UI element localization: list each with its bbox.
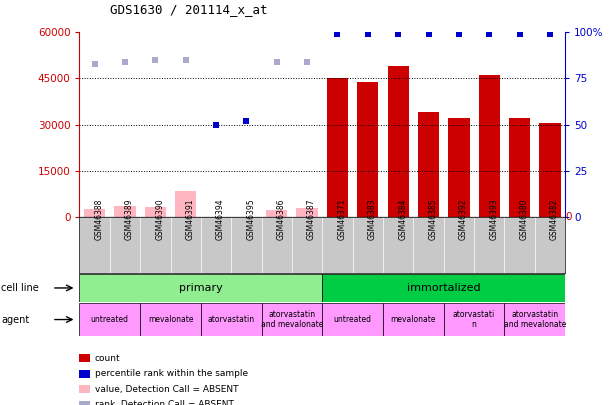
Bar	[323, 303, 383, 336]
Text: GSM46393: GSM46393	[489, 198, 499, 240]
Bar	[387, 66, 409, 217]
Bar	[175, 191, 196, 217]
Text: GSM46389: GSM46389	[125, 198, 134, 240]
Text: GSM46390: GSM46390	[155, 198, 164, 240]
Bar	[448, 118, 469, 217]
Bar	[201, 303, 262, 336]
Bar	[79, 354, 90, 362]
Bar	[84, 209, 105, 217]
Text: atorvastatin
and mevalonate: atorvastatin and mevalonate	[261, 310, 323, 329]
Text: count: count	[95, 354, 120, 363]
Bar	[505, 303, 565, 336]
Text: GSM46392: GSM46392	[459, 198, 468, 240]
Bar	[79, 401, 90, 405]
Text: mevalonate: mevalonate	[148, 315, 193, 324]
Text: untreated: untreated	[334, 315, 371, 324]
Text: atorvastatin
and mevalonate: atorvastatin and mevalonate	[503, 310, 566, 329]
Bar	[79, 303, 140, 336]
Text: GSM46394: GSM46394	[216, 198, 225, 240]
Text: primary: primary	[179, 283, 223, 293]
Text: GSM46382: GSM46382	[550, 198, 559, 240]
Bar	[79, 274, 323, 302]
Bar	[79, 385, 90, 393]
Text: GDS1630 / 201114_x_at: GDS1630 / 201114_x_at	[110, 3, 268, 16]
Bar	[418, 112, 439, 217]
Bar	[357, 81, 378, 217]
Bar	[296, 208, 318, 217]
Bar	[145, 207, 166, 217]
Bar	[444, 303, 505, 336]
Bar	[323, 274, 565, 302]
Text: GSM46385: GSM46385	[428, 198, 437, 240]
Text: GSM46388: GSM46388	[95, 198, 104, 240]
Bar	[540, 123, 561, 217]
Text: cell line: cell line	[1, 283, 39, 293]
Bar	[114, 206, 136, 217]
Text: GSM46371: GSM46371	[337, 198, 346, 240]
Bar	[140, 303, 201, 336]
Text: atorvastati
n: atorvastati n	[453, 310, 496, 329]
Text: 0: 0	[565, 212, 572, 222]
Text: GSM46386: GSM46386	[277, 198, 286, 240]
Text: GSM46384: GSM46384	[398, 198, 407, 240]
Bar	[262, 303, 323, 336]
Bar	[478, 75, 500, 217]
Bar	[383, 303, 444, 336]
Bar	[266, 210, 287, 217]
Text: percentile rank within the sample: percentile rank within the sample	[95, 369, 248, 378]
Text: immortalized: immortalized	[407, 283, 480, 293]
Text: GSM46383: GSM46383	[368, 198, 377, 240]
Bar	[509, 118, 530, 217]
Text: GSM46380: GSM46380	[519, 198, 529, 240]
Text: value, Detection Call = ABSENT: value, Detection Call = ABSENT	[95, 385, 238, 394]
Text: GSM46391: GSM46391	[186, 198, 195, 240]
Text: GSM46395: GSM46395	[246, 198, 255, 240]
Text: agent: agent	[1, 315, 29, 324]
Text: untreated: untreated	[91, 315, 129, 324]
Text: mevalonate: mevalonate	[390, 315, 436, 324]
Text: atorvastatin: atorvastatin	[208, 315, 255, 324]
Text: rank, Detection Call = ABSENT: rank, Detection Call = ABSENT	[95, 400, 233, 405]
Bar	[327, 79, 348, 217]
Text: GSM46387: GSM46387	[307, 198, 316, 240]
Bar	[79, 370, 90, 378]
